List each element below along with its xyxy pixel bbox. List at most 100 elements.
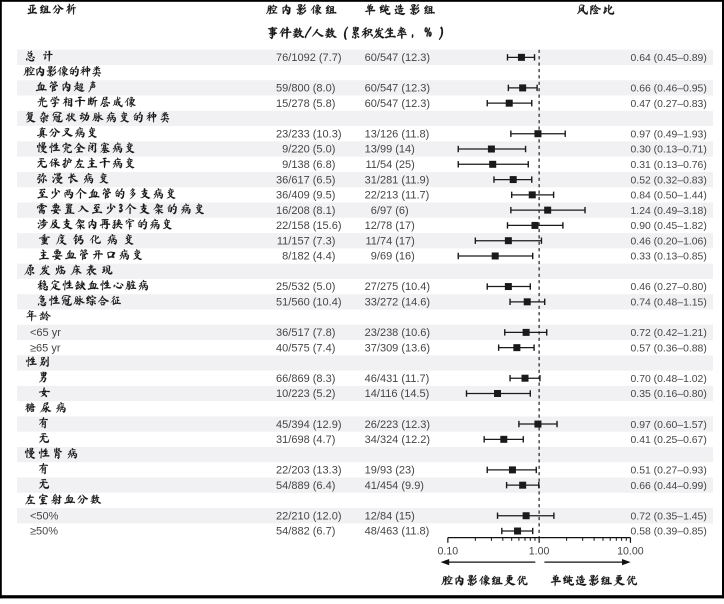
- svg-text:/463 (11.8): /463 (11.8): [377, 526, 429, 538]
- svg-text:26: 26: [365, 419, 377, 431]
- svg-text:≥50%: ≥50%: [30, 526, 58, 538]
- svg-text:59: 59: [276, 83, 288, 95]
- svg-text:/278 (5.8): /278 (5.8): [288, 98, 335, 110]
- svg-text:/84 (15): /84 (15): [377, 510, 415, 522]
- svg-text:/394 (12.9): /394 (12.9): [288, 419, 341, 431]
- svg-text:/517 (7.8): /517 (7.8): [288, 327, 335, 339]
- svg-text:/800 (8.0): /800 (8.0): [288, 83, 335, 95]
- svg-text:15: 15: [276, 98, 288, 110]
- svg-text:0.64 (0.45–0.89): 0.64 (0.45–0.89): [631, 53, 707, 64]
- svg-text:33: 33: [365, 297, 377, 309]
- svg-text:/99 (14): /99 (14): [377, 144, 415, 156]
- svg-text:0.97 (0.49–1.93): 0.97 (0.49–1.93): [631, 129, 707, 140]
- svg-text:/454 (9.9): /454 (9.9): [377, 480, 424, 492]
- svg-text:76: 76: [276, 52, 288, 64]
- svg-text:36: 36: [276, 174, 288, 186]
- svg-text:/575 (7.4): /575 (7.4): [288, 342, 335, 354]
- svg-text:66: 66: [276, 373, 288, 385]
- svg-text:/93 (23): /93 (23): [377, 465, 415, 477]
- svg-text:/138 (6.8): /138 (6.8): [288, 159, 335, 171]
- svg-text:0.97 (0.60–1.57): 0.97 (0.60–1.57): [631, 420, 707, 431]
- svg-text:12: 12: [365, 220, 377, 232]
- svg-text:0.35 (0.16–0.80): 0.35 (0.16–0.80): [631, 389, 707, 400]
- svg-text:/281 (11.9): /281 (11.9): [377, 174, 429, 186]
- svg-text:31: 31: [276, 434, 288, 446]
- svg-text:0.84 (0.50–1.44): 0.84 (0.50–1.44): [631, 191, 707, 202]
- svg-text:0.31 (0.13–0.76): 0.31 (0.13–0.76): [631, 160, 707, 171]
- svg-text:0.90 (0.45–1.82): 0.90 (0.45–1.82): [631, 221, 707, 232]
- svg-text:22: 22: [276, 465, 288, 477]
- svg-text:/213 (11.7): /213 (11.7): [377, 190, 429, 202]
- svg-text:/157 (7.3): /157 (7.3): [288, 235, 335, 247]
- svg-text:13: 13: [365, 128, 377, 140]
- svg-text:0.33 (0.13–0.85): 0.33 (0.13–0.85): [631, 252, 707, 263]
- svg-text:/220 (5.0): /220 (5.0): [288, 144, 335, 156]
- svg-text:31: 31: [365, 174, 377, 186]
- svg-text:23: 23: [365, 327, 377, 339]
- svg-text:/74 (17): /74 (17): [377, 235, 415, 247]
- svg-text:/223 (12.3): /223 (12.3): [377, 419, 430, 431]
- svg-text:37: 37: [365, 342, 377, 354]
- svg-text:1.24 (0.49–3.18): 1.24 (0.49–3.18): [631, 206, 707, 217]
- svg-text:/547 (12.3): /547 (12.3): [377, 83, 430, 95]
- svg-text:10.00: 10.00: [617, 545, 644, 557]
- svg-text:/78 (17): /78 (17): [377, 220, 415, 232]
- svg-text:≥65 yr: ≥65 yr: [30, 342, 61, 354]
- svg-text:/223 (5.2): /223 (5.2): [288, 388, 335, 400]
- svg-text:<50%: <50%: [30, 510, 59, 522]
- svg-text:/97 (6): /97 (6): [377, 205, 409, 217]
- svg-text:/208 (8.1): /208 (8.1): [288, 205, 335, 217]
- svg-text:22: 22: [365, 190, 377, 202]
- svg-text:/560 (10.4): /560 (10.4): [288, 297, 341, 309]
- svg-text:34: 34: [365, 434, 377, 446]
- svg-text:/158 (15.6): /158 (15.6): [288, 220, 341, 232]
- svg-text:0.70 (0.48–1.02): 0.70 (0.48–1.02): [631, 374, 707, 385]
- svg-text:/203 (13.3): /203 (13.3): [288, 465, 341, 477]
- svg-text:/547 (12.3): /547 (12.3): [377, 98, 430, 110]
- svg-text:0.74 (0.48–1.15): 0.74 (0.48–1.15): [631, 298, 707, 309]
- svg-text:10: 10: [276, 388, 288, 400]
- svg-text:60: 60: [365, 98, 377, 110]
- svg-text:0.52 (0.32–0.83): 0.52 (0.32–0.83): [631, 175, 707, 186]
- svg-text:0.10: 0.10: [437, 545, 458, 557]
- svg-text:/116 (14.5): /116 (14.5): [377, 388, 429, 400]
- svg-text:0.72 (0.35–1.45): 0.72 (0.35–1.45): [631, 511, 707, 522]
- svg-text:51: 51: [276, 297, 288, 309]
- svg-text:0.58 (0.39–0.85): 0.58 (0.39–0.85): [631, 527, 707, 538]
- svg-text:8: 8: [282, 251, 288, 263]
- svg-text:11: 11: [365, 159, 376, 171]
- svg-text:/233 (10.3): /233 (10.3): [288, 128, 341, 140]
- svg-text:48: 48: [365, 526, 377, 538]
- svg-text:9: 9: [282, 159, 288, 171]
- svg-text:60: 60: [365, 83, 377, 95]
- svg-text:60: 60: [365, 52, 377, 64]
- svg-text:0.51 (0.27–0.93): 0.51 (0.27–0.93): [631, 466, 707, 477]
- svg-text:/869 (8.3): /869 (8.3): [288, 373, 335, 385]
- svg-text:/431 (11.7): /431 (11.7): [377, 373, 429, 385]
- svg-text:36: 36: [276, 327, 288, 339]
- svg-text:0.47 (0.27–0.83): 0.47 (0.27–0.83): [631, 99, 707, 110]
- svg-text:0.46 (0.27–0.80): 0.46 (0.27–0.80): [631, 282, 707, 293]
- svg-text:22: 22: [276, 510, 288, 522]
- svg-text:/882 (6.7): /882 (6.7): [288, 526, 335, 538]
- svg-text:11: 11: [277, 235, 288, 247]
- svg-text:/617 (6.5): /617 (6.5): [288, 174, 335, 186]
- svg-text:0.66 (0.44–0.99): 0.66 (0.44–0.99): [631, 481, 707, 492]
- svg-text:22: 22: [276, 220, 288, 232]
- svg-text:6: 6: [371, 205, 377, 217]
- svg-text:/1092 (7.7): /1092 (7.7): [288, 52, 341, 64]
- svg-text:/182 (4.4): /182 (4.4): [288, 251, 335, 263]
- svg-text:9: 9: [371, 251, 377, 263]
- svg-text:13: 13: [365, 144, 377, 156]
- svg-text:40: 40: [276, 342, 288, 354]
- svg-text:41: 41: [365, 480, 377, 492]
- svg-text:/126 (11.8): /126 (11.8): [377, 128, 429, 140]
- svg-text:<65 yr: <65 yr: [30, 327, 61, 339]
- svg-text:12: 12: [365, 510, 377, 522]
- svg-text:19: 19: [365, 465, 377, 477]
- svg-text:/210 (12.0): /210 (12.0): [288, 510, 341, 522]
- svg-text:1.00: 1.00: [529, 545, 550, 557]
- svg-text:0.72 (0.42–1.21): 0.72 (0.42–1.21): [631, 328, 707, 339]
- svg-text:0.46 (0.20–1.06): 0.46 (0.20–1.06): [631, 236, 707, 247]
- svg-text:/69 (16): /69 (16): [377, 251, 415, 263]
